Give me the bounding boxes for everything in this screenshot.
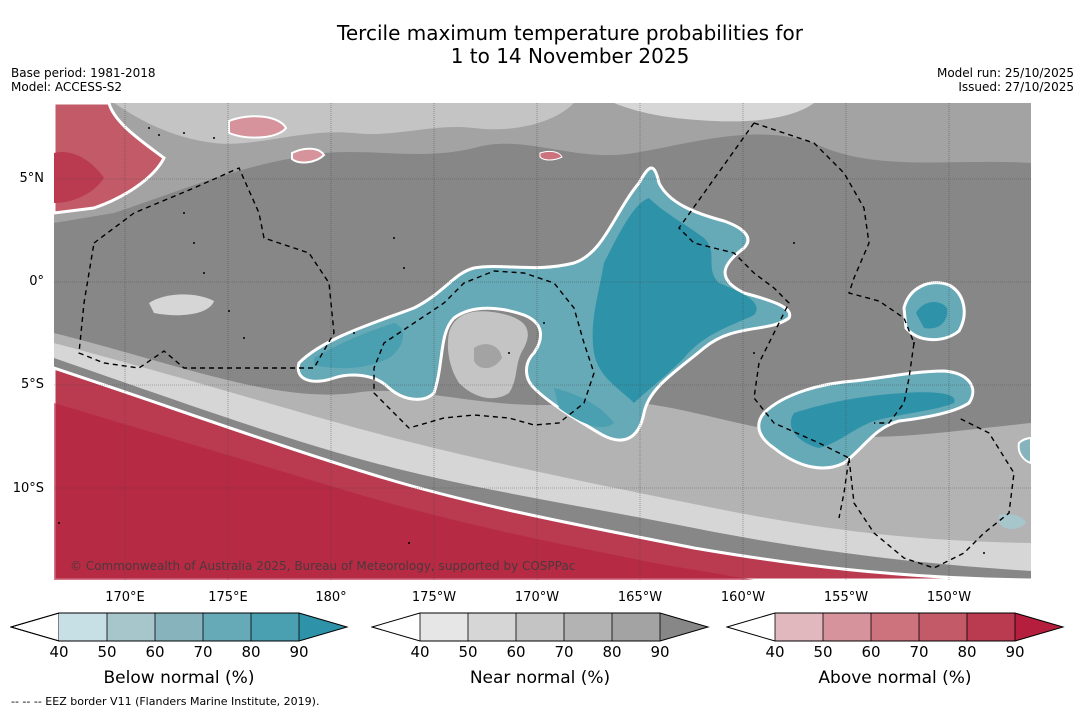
near-normal-band-south-light — [54, 343, 1031, 571]
lat-label-5s: 5°S — [20, 377, 44, 392]
map-title: Tercile maximum temperature probabilitie… — [0, 22, 1085, 68]
colorbar-near-title: Near normal (%) — [469, 668, 611, 688]
probability-map[interactable] — [54, 103, 1031, 580]
model-info: Base period: 1981-2018 Model: ACCESS-S2 — [11, 66, 156, 94]
colorbar-above-swatch-2 — [823, 613, 871, 641]
colorbar-near-swatch-4 — [564, 613, 612, 641]
above-normal-south-core — [54, 403, 754, 580]
model-run-date: Model run: 25/10/2025 — [936, 66, 1074, 80]
lon-label-150w: 150°W — [926, 590, 972, 605]
lon-label-165w: 165°W — [617, 590, 663, 605]
colorbar-below-min-arrow — [10, 612, 60, 642]
colorbar-near-tick-60: 60 — [506, 643, 526, 661]
colorbar-below-tick-60: 60 — [145, 643, 165, 661]
colorbar-near-max-arrow — [660, 613, 708, 641]
above-normal-northwest-core — [54, 152, 104, 203]
colorbar-near-tick-70: 70 — [554, 643, 574, 661]
colorbar-above-max-arrow — [1015, 613, 1063, 641]
colorbar-above-swatch-4 — [919, 613, 967, 641]
lon-label-180: 180° — [315, 590, 347, 605]
below-normal-southeast-patch — [999, 514, 1026, 529]
colorbar-below-tick-70: 70 — [193, 643, 213, 661]
lon-label-175e: 175°E — [208, 590, 248, 605]
colorbar-near-swatch-5 — [612, 613, 660, 641]
near-normal-lighter-north — [614, 103, 814, 122]
colorbar-above-normal — [726, 612, 1065, 642]
colorbar-below-normal — [10, 612, 349, 642]
colorbar-above-swatch-1 — [775, 613, 823, 641]
below-normal-south-lobe — [554, 388, 614, 428]
colorbar-below-tick-90: 90 — [289, 643, 309, 661]
model-name: Model: ACCESS-S2 — [11, 80, 123, 94]
colorbar-below-swatch-2 — [107, 613, 155, 641]
below-normal-east-edge — [1017, 436, 1031, 465]
lon-label-175w: 175°W — [411, 590, 457, 605]
lon-label-170w: 170°W — [514, 590, 560, 605]
above-normal-patch-north-3 — [539, 150, 563, 161]
colorbar-above-tick-70: 70 — [909, 643, 929, 661]
below-normal-northeast-core — [916, 301, 948, 329]
colorbar-near-tick-80: 80 — [602, 643, 622, 661]
colorbar-near-swatch-1 — [420, 613, 468, 641]
lon-label-160w: 160°W — [720, 590, 766, 605]
base-period: Base period: 1981-2018 — [11, 66, 156, 80]
colorbar-near-swatch-3 — [516, 613, 564, 641]
lat-label-10s: 10°S — [12, 481, 44, 496]
colorbar-near-tick-50: 50 — [458, 643, 478, 661]
colorbar-below-max-arrow — [299, 613, 347, 641]
eez-footnote: -- -- -- EEZ border V11 (Flanders Marine… — [11, 695, 320, 708]
below-normal-central-core — [592, 198, 757, 403]
colorbar-above-swatch-3 — [871, 613, 919, 641]
below-normal-east-core — [790, 392, 955, 448]
run-info: Model run: 25/10/2025 Issued: 27/10/2025 — [937, 66, 1074, 94]
colorbar-below-title: Below normal (%) — [103, 668, 255, 688]
colorbar-below-swatch-1 — [59, 613, 107, 641]
colorbar-above-min-arrow — [727, 613, 775, 641]
title-line-2: 1 to 14 November 2025 — [450, 44, 690, 68]
colorbar-above-tick-90: 90 — [1005, 643, 1025, 661]
colorbar-above-swatch-5 — [967, 613, 1015, 641]
colorbar-above-tick-50: 50 — [813, 643, 833, 661]
colorbar-above-tick-60: 60 — [861, 643, 881, 661]
lat-label-5n: 5°N — [19, 171, 45, 186]
near-normal-west-pocket — [149, 294, 214, 316]
colorbar-below-swatch-5 — [251, 613, 299, 641]
colorbar-near-tick-90: 90 — [650, 643, 670, 661]
lat-label-0: 0° — [29, 274, 44, 289]
islands — [58, 127, 985, 554]
lon-label-170e: 170°E — [105, 590, 145, 605]
eez-borders — [78, 122, 1015, 569]
above-normal-patch-north-1 — [228, 115, 288, 139]
colorbar-above-tick-80: 80 — [957, 643, 977, 661]
below-normal-west-core — [314, 323, 404, 369]
colorbar-near-normal — [371, 612, 710, 642]
above-normal-patch-north-2 — [291, 147, 326, 164]
colorbar-above-title: Above normal (%) — [818, 668, 972, 688]
colorbar-near-tick-40: 40 — [410, 643, 430, 661]
colorbar-below-swatch-4 — [203, 613, 251, 641]
issued-date: Issued: 27/10/2025 — [958, 80, 1074, 94]
colorbar-below-tick-80: 80 — [241, 643, 261, 661]
near-normal-band-south — [54, 333, 1031, 553]
colorbar-below-tick-50: 50 — [97, 643, 117, 661]
colorbar-above-tick-40: 40 — [765, 643, 785, 661]
map-canvas — [54, 103, 1031, 580]
title-line-1: Tercile maximum temperature probabilitie… — [337, 21, 803, 45]
colorbar-below-swatch-3 — [155, 613, 203, 641]
colorbar-near-swatch-2 — [468, 613, 516, 641]
colorbar-near-min-arrow — [372, 613, 420, 641]
gridlines — [54, 103, 1031, 580]
colorbar-below-tick-40: 40 — [49, 643, 69, 661]
near-normal-central-pocket-core — [474, 344, 502, 369]
lon-label-155w: 155°W — [823, 590, 869, 605]
copyright-notice: © Commonwealth of Australia 2025, Bureau… — [70, 559, 576, 573]
